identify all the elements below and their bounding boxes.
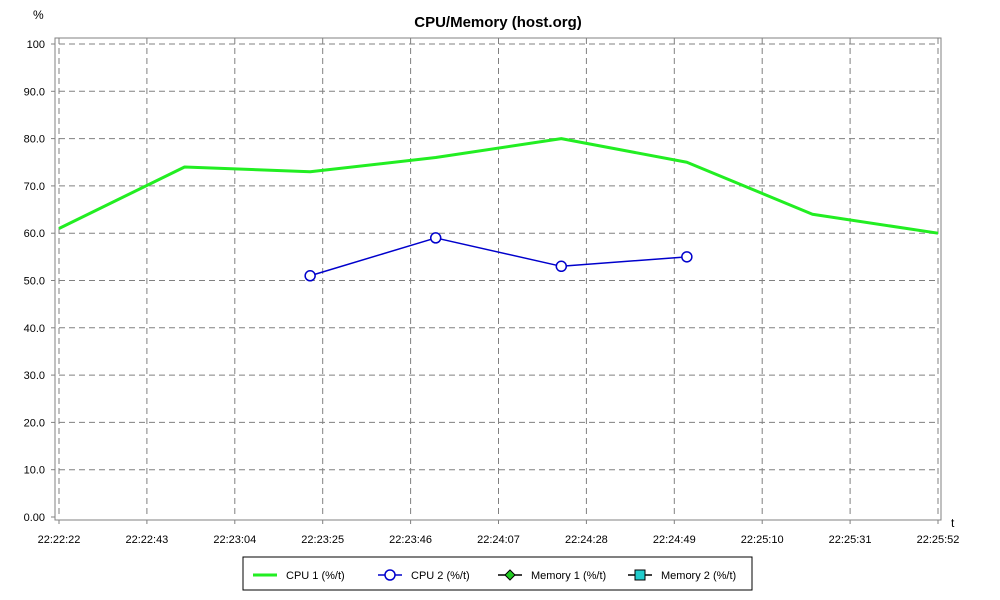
- legend: CPU 1 (%/t) CPU 2 (%/t) Memory 1 (%/t) Memo…: [242, 556, 753, 591]
- legend-swatch-marker: [504, 569, 516, 581]
- x-tick-label: 22:24:49: [653, 534, 696, 546]
- x-tick-label: 22:24:28: [565, 534, 608, 546]
- x-tick-label: 22:25:31: [829, 534, 872, 546]
- x-tick-label: 22:22:22: [38, 534, 81, 546]
- data-point: [555, 260, 568, 273]
- legend-label: CPU 1 (%/t): [286, 570, 345, 582]
- series-layer: [58, 137, 939, 282]
- legend-item-4: Memory 2 (%/t): [628, 569, 736, 582]
- x-tick-label: 22:23:46: [389, 534, 432, 546]
- y-axis: 0.00 10.0 20.0 30.0 40.0 50.0 60.0 70.0 80.0 90.0…: [24, 39, 55, 524]
- x-axis: 22:22:22 22:22:43 22:23:04 22:23:25 22:23:46…: [38, 520, 960, 546]
- y-tick-label: 40.0: [24, 323, 45, 335]
- y-tick-label: 60.0: [24, 228, 45, 240]
- legend-label: Memory 1 (%/t): [531, 570, 606, 582]
- legend-box: [242, 556, 753, 591]
- x-tick-label: 22:23:25: [301, 534, 344, 546]
- legend-label: Memory 2 (%/t): [661, 570, 736, 582]
- legend-swatch-marker: [634, 569, 646, 581]
- data-point: [429, 232, 442, 244]
- chart-title: CPU/Memory (host.org): [414, 14, 582, 31]
- legend-item-2: CPU 2 (%/t): [378, 569, 470, 582]
- y-tick-label: 90.0: [24, 86, 45, 98]
- y-tick-label: 50.0: [24, 276, 45, 288]
- x-tick-label: 22:23:04: [213, 534, 256, 546]
- legend-item-1: CPU 1 (%/t): [253, 570, 345, 582]
- series-line: [58, 137, 939, 235]
- y-axis-unit: %: [33, 8, 44, 22]
- y-tick-label: 0.00: [24, 512, 45, 524]
- grid: [58, 38, 939, 517]
- x-tick-label: 22:22:43: [125, 534, 168, 546]
- x-tick-label: 22:24:07: [477, 534, 520, 546]
- series-2: [304, 232, 693, 282]
- y-tick-label: 70.0: [24, 181, 45, 193]
- legend-item-3: Memory 1 (%/t): [498, 569, 606, 582]
- data-point: [681, 251, 693, 263]
- y-tick-label: 80.0: [24, 134, 45, 146]
- legend-swatch-marker: [384, 569, 396, 581]
- legend-label: CPU 2 (%/t): [411, 570, 470, 582]
- y-tick-label: 20.0: [24, 417, 45, 429]
- x-axis-unit: t: [951, 516, 955, 530]
- x-tick-label: 22:25:52: [917, 534, 960, 546]
- y-tick-label: 10.0: [24, 465, 45, 477]
- data-point: [304, 270, 316, 282]
- y-tick-label: 30.0: [24, 370, 45, 382]
- x-tick-label: 22:25:10: [741, 534, 784, 546]
- y-tick-label: 100: [27, 39, 45, 51]
- series-1: [58, 137, 939, 235]
- series-line: [309, 237, 687, 277]
